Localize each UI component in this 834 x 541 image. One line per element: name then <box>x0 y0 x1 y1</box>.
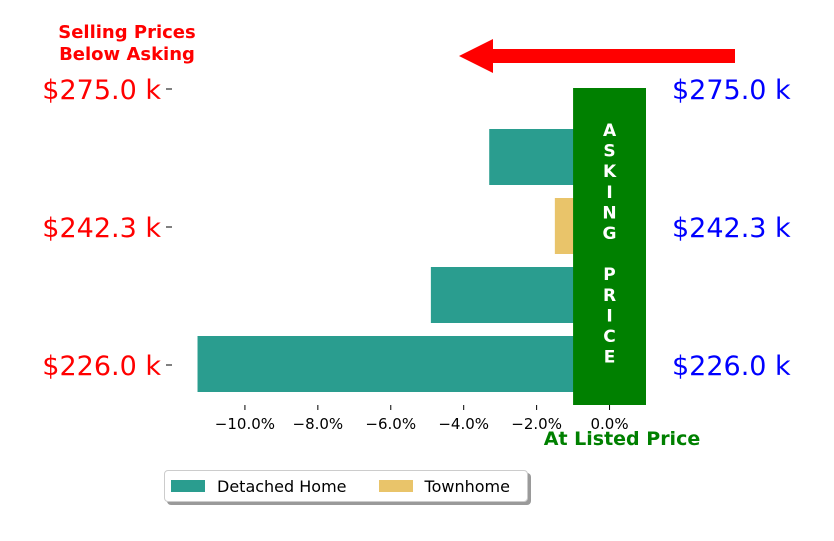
x-tick-label-3: −4.0% <box>438 415 489 433</box>
asking-price-band <box>573 88 646 405</box>
x-tick-label-1: −8.0% <box>293 415 344 433</box>
bar-detached-home-3 <box>197 336 610 392</box>
annotation-below-asking-line-1: Below Asking <box>59 44 195 65</box>
legend-label-townhome: Townhome <box>424 476 510 496</box>
y-tick-label-left-0: $275.0 k <box>42 75 161 106</box>
y-tick-label-right-0: $275.0 k <box>672 75 791 106</box>
asking-price-letter-11: E <box>604 348 616 368</box>
y-tick-label-left-2: $226.0 k <box>42 351 161 382</box>
legend-swatch-detached <box>171 480 205 492</box>
x-tick-label-2: −6.0% <box>365 415 416 433</box>
asking-price-letter-8: R <box>603 286 616 306</box>
asking-price-letter-0: A <box>603 121 617 141</box>
asking-price-letter-4: N <box>602 203 616 223</box>
annotation-below-asking-line-0: Selling Prices <box>58 22 195 43</box>
legend: Detached Home Townhome <box>164 470 528 502</box>
y-tick-label-right-1: $242.3 k <box>672 213 791 244</box>
asking-price-letter-1: S <box>603 142 615 162</box>
legend-swatch-townhome <box>378 480 413 492</box>
asking-price-letter-7: P <box>603 265 615 285</box>
y-tick-label-left-1: $242.3 k <box>42 213 161 244</box>
asking-price-letter-2: K <box>603 162 617 182</box>
annotation-at-listed-price: At Listed Price <box>544 428 700 450</box>
x-tick-label-0: −10.0% <box>215 415 275 433</box>
arrow-left-icon <box>459 39 735 73</box>
legend-item-townhome: Townhome <box>378 476 510 496</box>
asking-price-letter-9: I <box>606 306 612 326</box>
y-tick-label-right-2: $226.0 k <box>672 351 791 382</box>
asking-price-letter-10: C <box>603 327 615 347</box>
legend-label-detached: Detached Home <box>217 476 347 496</box>
x-tick-label-5: 0.0% <box>590 415 628 433</box>
legend-item-detached: Detached Home <box>171 477 347 496</box>
x-tick-label-4: −2.0% <box>511 415 562 433</box>
asking-price-letter-5: G <box>603 224 617 244</box>
asking-price-letter-3: I <box>606 183 612 203</box>
